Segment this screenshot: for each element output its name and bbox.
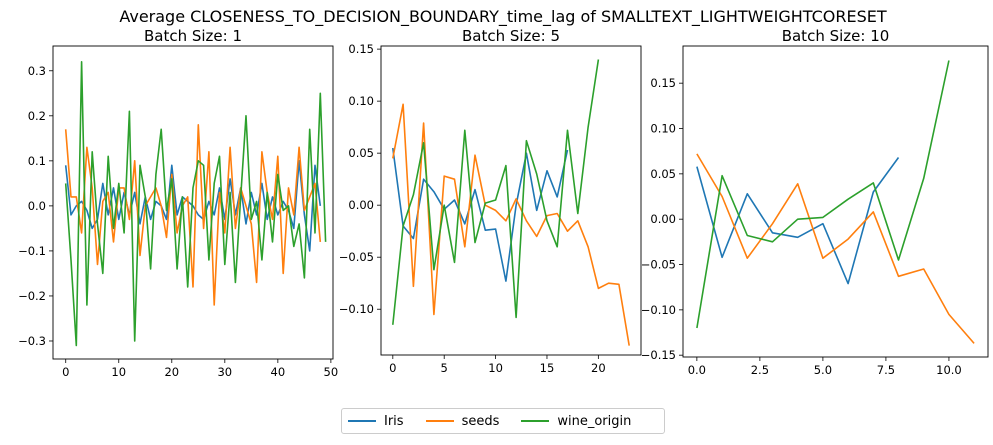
legend-label-iris: Iris: [384, 413, 404, 429]
legend-item-iris: Iris: [348, 414, 404, 429]
chart2-xtick-label: 10: [488, 361, 503, 375]
chart3-ytick-label: −0.05: [641, 258, 676, 272]
chart3-xtick-label: 5.0: [814, 363, 832, 377]
chart3-xtick-label: 7.5: [877, 363, 895, 377]
chart1-xtick-label: 40: [271, 365, 286, 379]
chart3-series-seeds: [696, 153, 975, 344]
chart2-ytick-label: −0.10: [339, 302, 374, 316]
legend: Iris seeds wine_origin: [341, 408, 665, 434]
chart1-xtick-label: 20: [164, 365, 179, 379]
chart2-ytick-label: 0.05: [348, 146, 374, 160]
chart2-series-seeds: [392, 103, 630, 346]
legend-label-wine-origin: wine_origin: [557, 413, 632, 429]
chart3-xtick-label: 0.0: [688, 363, 706, 377]
chart1-ytick-label: 0.3: [28, 64, 46, 78]
chart1-title: Batch Size: 1: [144, 27, 242, 45]
chart1-xtick-label: 30: [217, 365, 232, 379]
chart1-xtick-label: 10: [111, 365, 126, 379]
chart1-axes-frame: [52, 45, 334, 360]
chart2-xtick-label: 15: [540, 361, 555, 375]
chart1-series-seeds: [64, 124, 322, 306]
chart2-axes-frame: [380, 45, 642, 356]
chart2-series-iris: [392, 147, 569, 282]
chart1-series-iris: [64, 160, 322, 252]
chart3-axes-frame: [682, 45, 989, 358]
chart1-xtick-label: 50: [324, 365, 339, 379]
chart3-series-iris: [696, 157, 900, 285]
chart1-ytick-label: 0.2: [28, 109, 46, 123]
legend-item-seeds: seeds: [425, 413, 500, 429]
chart1-ytick-label: −0.1: [18, 244, 46, 258]
chart2-ytick-label: 0.10: [348, 94, 374, 108]
chart3-ytick-label: 0.15: [650, 76, 676, 90]
chart3-series-wine-origin: [696, 60, 950, 329]
chart3-ytick-label: −0.10: [641, 303, 676, 317]
chart2-xtick-label: 0: [389, 361, 396, 375]
legend-swatch-seeds: [425, 420, 454, 422]
chart2-ytick-label: −0.05: [339, 250, 374, 264]
chart2-series-wine-origin: [392, 59, 600, 325]
chart1-series-wine-origin: [64, 60, 327, 347]
legend-item-wine-origin: wine_origin: [521, 414, 631, 429]
chart3-ytick-label: −0.15: [641, 348, 676, 362]
chart2-title: Batch Size: 5: [462, 27, 560, 45]
chart3-ytick-label: 0.10: [650, 122, 676, 136]
chart1-ytick-label: 0.1: [28, 154, 46, 168]
legend-swatch-wine-origin: [521, 420, 550, 422]
chart3-title: Batch Size: 10: [782, 27, 890, 45]
figure-suptitle: Average CLOSENESS_TO_DECISION_BOUNDARY_t…: [119, 7, 887, 26]
chart2-ytick-label: 0.15: [348, 42, 374, 56]
chart1-ytick-label: −0.3: [18, 334, 46, 348]
legend-swatch-iris: [348, 420, 376, 422]
chart3-xtick-label: 10.0: [936, 363, 962, 377]
chart1-ytick-label: −0.2: [18, 289, 46, 303]
chart3-xtick-label: 2.5: [751, 363, 769, 377]
chart3-ytick-label: 0.00: [650, 212, 676, 226]
chart2-ytick-label: 0.00: [348, 198, 374, 212]
chart3-ytick-label: 0.05: [650, 167, 676, 181]
chart2-xtick-label: 20: [591, 361, 606, 375]
chart1-ytick-label: 0.0: [28, 199, 46, 213]
legend-label-seeds: seeds: [461, 413, 500, 429]
chart2-xtick-label: 5: [441, 361, 448, 375]
chart1-xtick-label: 0: [62, 365, 69, 379]
